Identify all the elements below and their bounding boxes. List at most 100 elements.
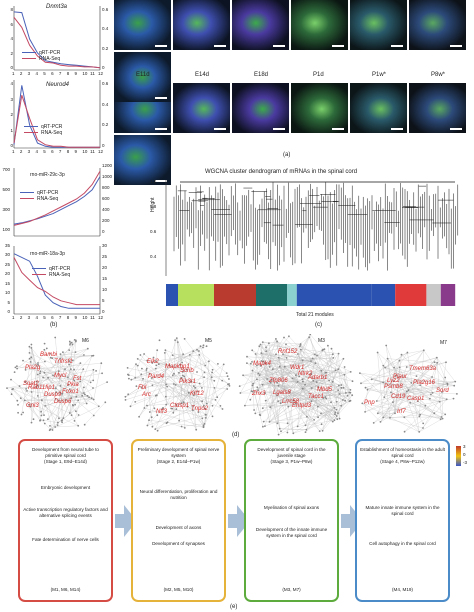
stage-modules: (M2, M5, M10)	[163, 587, 194, 592]
stage-item: Neural differentiation, proliferation an…	[139, 489, 218, 500]
stage-title: Establishment of homeostasis in the adul…	[360, 447, 445, 458]
micrograph-tile	[291, 83, 348, 133]
y-tick-right: 0.2	[102, 45, 109, 51]
x-tick: 1	[12, 71, 15, 76]
scale-bar	[273, 128, 285, 130]
gene-label: Pard4	[148, 374, 165, 380]
stage-modules: (M3, M7)	[282, 587, 301, 592]
micrograph-tile	[114, 52, 171, 102]
module-color-block	[214, 284, 256, 306]
stage-subtitle: (Stage 4, P8w–P12w)	[380, 459, 425, 464]
mirna18-legend: qRT-PCR RNA-Seq	[32, 266, 70, 278]
y-tick: 8	[10, 7, 13, 12]
legend-qrt-pcr: qRT-PCR	[41, 124, 63, 130]
y-tick: 0.4	[150, 254, 157, 259]
y-tick-right: 0	[102, 143, 105, 148]
gene-label: Dusp6	[54, 399, 72, 405]
x-tick: 3	[27, 149, 31, 154]
stage-modules: (M4, M19)	[392, 587, 413, 592]
gene-label: Mapkbp1	[165, 364, 190, 370]
scale-bar	[155, 128, 167, 130]
stage-label: P1d	[313, 72, 324, 78]
stage-box: Preliminary development of spinal nerve …	[131, 439, 226, 602]
x-tick: 12	[98, 71, 104, 76]
stage-item: Myelination of spinal axons	[263, 505, 320, 510]
gene-label: Plaur	[393, 374, 408, 380]
gene-label: Lgals8	[273, 390, 291, 396]
x-tick: 6	[51, 149, 54, 154]
x-tick: 7	[58, 315, 62, 320]
x-tick: 1	[12, 315, 15, 320]
scale-bar	[450, 45, 462, 47]
x-tick: 12	[98, 149, 104, 154]
stage-box: Development from neural tube to primitiv…	[18, 439, 113, 602]
stage-arrow-body	[115, 514, 125, 528]
dendrogram-title: WGCNA cluster dendrogram of mRNAs in the…	[205, 169, 358, 175]
panel-c-letter: (c)	[315, 322, 322, 328]
y-tick: 4	[10, 81, 13, 86]
y-tick: 2	[10, 50, 13, 56]
x-tick: 9	[74, 315, 78, 320]
gene-label: Fbl	[138, 385, 147, 391]
gene-label-dnmt3a: Dnmt3a	[46, 4, 68, 10]
stage-arrow-body	[341, 514, 351, 528]
x-tick: 8	[66, 149, 70, 154]
y-tick: 15	[4, 280, 10, 286]
x-tick: 5	[43, 71, 46, 76]
gene-label: Ntrk2	[298, 371, 313, 377]
micrograph-tile	[291, 0, 348, 50]
gene-label: Zhx3	[252, 391, 266, 397]
network-module-2	[238, 334, 354, 436]
heatmap-color-scale	[456, 446, 461, 466]
y-tick: 1.0	[150, 179, 157, 184]
y-tick: 300	[2, 207, 10, 212]
network-module-label: M5	[205, 338, 212, 344]
y-tick: 0	[10, 143, 13, 148]
stage-label: E18d	[254, 72, 269, 78]
x-tick: 10	[82, 71, 88, 76]
gene-label: Casp1	[407, 396, 425, 402]
dnmt3a-plot	[13, 6, 101, 149]
gene-label: Tnfrsf1	[54, 359, 73, 365]
gene-label: Scrib	[180, 368, 194, 374]
stage-subtitle: (Stage 3, P1w–P8w)	[270, 459, 313, 464]
gene-label: Cd19	[391, 394, 406, 400]
gene-label: Adarb1	[308, 375, 328, 381]
micrograph-tile	[232, 83, 289, 133]
y-tick: 500	[2, 187, 10, 192]
micrograph-tile	[173, 0, 230, 50]
gene-label: Dusp9	[44, 392, 62, 398]
panel-b-letter: (b)	[50, 322, 58, 328]
gene-label: Lyz2	[387, 378, 400, 384]
y-tick-right: 5	[102, 298, 105, 303]
neurod4-legend: qRT-PCR RNA-Seq	[24, 124, 62, 136]
module-color-block	[426, 284, 441, 306]
scale-tick: 0	[463, 452, 466, 457]
legend-rna-seq: RNA-Seq	[39, 56, 61, 62]
stage-item: Development of axons	[155, 525, 202, 530]
gene-label: Bambi	[40, 352, 58, 358]
y-tick-right: 0.6	[102, 7, 109, 12]
x-tick: 9	[74, 71, 78, 76]
scale-tick: -3	[463, 460, 468, 465]
x-tick: 5	[43, 315, 46, 320]
module-color-block	[296, 284, 372, 306]
gene-label: Ctdsp1	[170, 403, 190, 409]
mirna-label-18a: rno-miR-18a-3p	[30, 251, 66, 257]
y-tick-right: 15	[102, 276, 108, 281]
micrograph-tile	[409, 0, 466, 50]
gene-label: Ntf3	[156, 409, 168, 415]
x-tick: 6	[51, 315, 54, 320]
network-module-0	[6, 336, 108, 432]
x-tick: 3	[27, 71, 31, 76]
legend-qrt-pcr: qRT-PCR	[39, 50, 61, 56]
scale-bar	[391, 128, 403, 130]
scale-bar	[332, 45, 344, 47]
y-tick: 3	[10, 96, 13, 102]
x-tick: 11	[90, 149, 95, 154]
modules-caption: Total 21 modules	[296, 312, 334, 318]
gene-label: Pkia	[67, 382, 79, 388]
x-tick: 5	[43, 149, 46, 154]
mirna29-legend: qRT-PCR RNA-Seq	[20, 190, 58, 202]
stage-item: Active transcription regulatory factors …	[23, 507, 108, 518]
